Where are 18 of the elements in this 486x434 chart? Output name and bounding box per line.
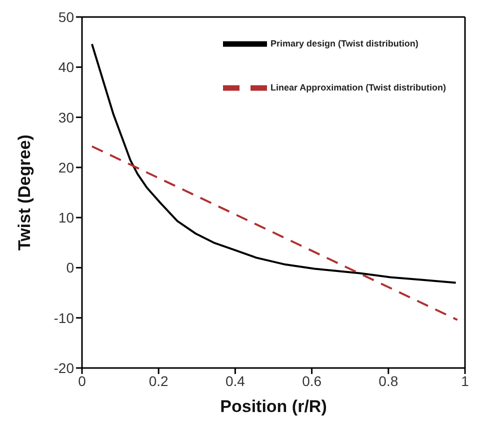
y-tick-label: 50 <box>58 8 74 25</box>
y-tick-label: -10 <box>54 310 74 326</box>
x-axis-title: Position (r/R) <box>220 397 327 416</box>
y-tick-label: -20 <box>54 360 74 376</box>
legend-label: Linear Approximation (Twist distribution) <box>270 82 446 92</box>
y-tick-label: 10 <box>58 210 74 226</box>
y-tick-label: 30 <box>58 109 74 126</box>
y-tick-label: 20 <box>58 159 74 176</box>
y-axis-title: Twist (Degree) <box>15 134 34 250</box>
x-tick-label: 0.6 <box>302 372 322 389</box>
legend-label: Primary design (Twist distribution) <box>270 38 418 48</box>
x-tick-label: 0 <box>78 372 86 389</box>
y-tick-label: 40 <box>58 59 74 76</box>
x-tick-label: 1 <box>461 372 470 389</box>
y-tick-label: 0 <box>66 260 74 276</box>
x-tick-label: 0.4 <box>225 372 246 389</box>
x-tick-label: 0.8 <box>378 372 398 389</box>
x-tick-label: 0.2 <box>148 372 169 389</box>
